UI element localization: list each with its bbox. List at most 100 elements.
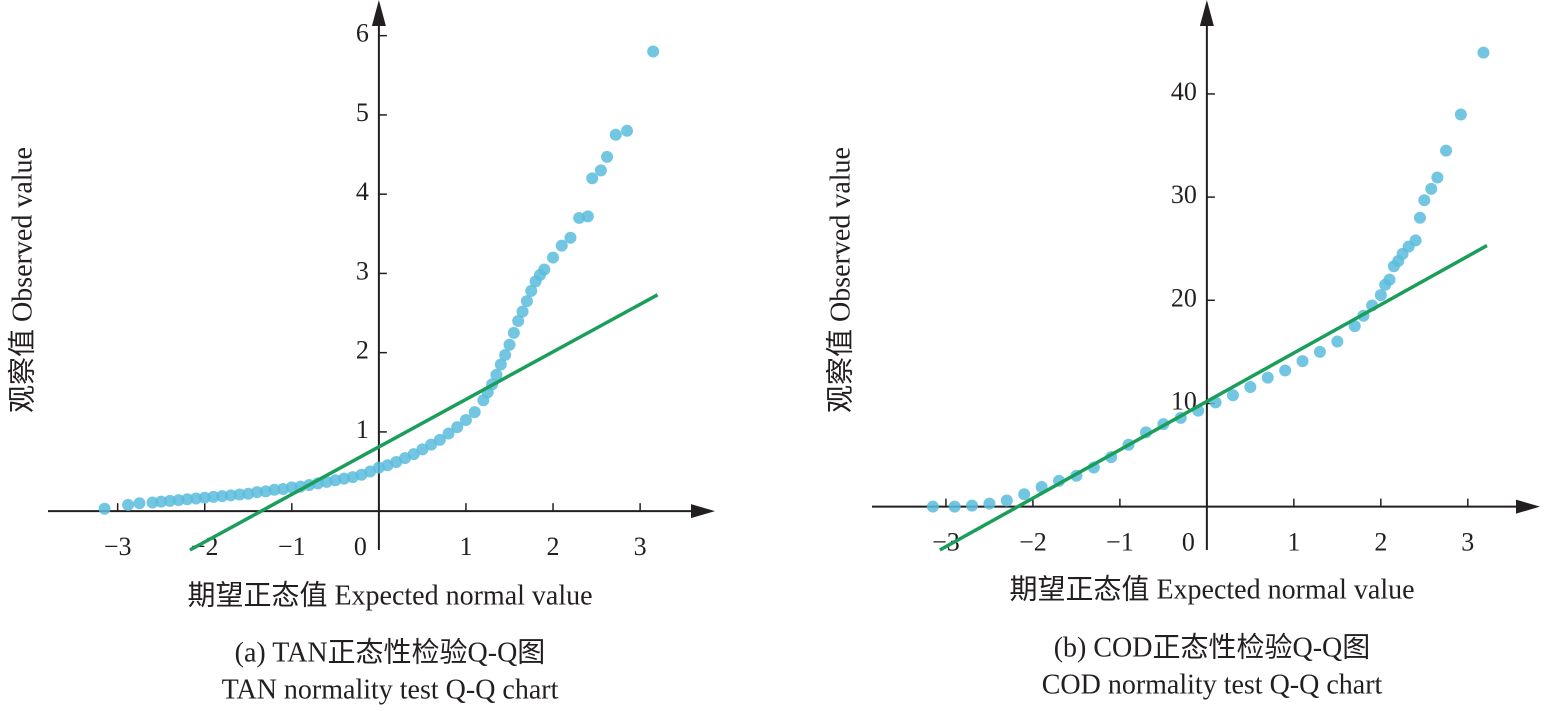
- data-point: [233, 488, 246, 501]
- data-point: [1454, 108, 1467, 121]
- data-point: [525, 284, 538, 297]
- data-point: [155, 495, 168, 508]
- data-point: [224, 489, 237, 502]
- y-tick-label: 40: [1171, 77, 1197, 106]
- data-point: [1018, 488, 1031, 501]
- data-point: [926, 500, 939, 513]
- data-point: [133, 497, 146, 510]
- data-point: [1244, 380, 1257, 393]
- y-axis-arrow: [371, 0, 386, 26]
- data-point: [1409, 234, 1422, 247]
- data-point: [468, 406, 481, 419]
- data-point: [490, 368, 503, 381]
- data-point: [1000, 494, 1013, 507]
- data-point: [207, 490, 220, 503]
- x-tick-label: 1: [459, 532, 472, 561]
- data-point: [520, 295, 533, 308]
- data-point: [1279, 364, 1292, 377]
- data-point: [564, 231, 577, 244]
- x-tick-label: 3: [634, 532, 647, 561]
- data-point: [451, 421, 464, 434]
- data-point: [1440, 144, 1453, 157]
- data-point: [494, 358, 507, 371]
- data-point: [594, 164, 607, 177]
- data-point: [507, 326, 520, 339]
- data-point: [516, 305, 529, 318]
- data-point: [499, 349, 512, 362]
- caption: TAN normality test Q-Q chart: [222, 674, 559, 705]
- data-point: [442, 427, 455, 440]
- data-point: [503, 338, 516, 351]
- data-point: [555, 239, 568, 252]
- x-tick-label: 0: [354, 532, 367, 561]
- data-point: [1313, 345, 1326, 358]
- y-tick-label: 2: [356, 336, 369, 365]
- data-point: [98, 502, 111, 515]
- x-axis-arrow: [1516, 499, 1540, 514]
- y-tick-label: 30: [1171, 180, 1197, 209]
- y-tick-label: 6: [356, 19, 369, 48]
- data-point: [948, 500, 961, 513]
- y-tick-label: 1: [356, 415, 369, 444]
- y-tick-label: 5: [356, 98, 369, 127]
- data-point: [459, 414, 472, 427]
- x-tick-label: 1: [1287, 528, 1300, 557]
- data-point: [1331, 335, 1344, 348]
- data-point: [198, 491, 211, 504]
- x-tick-label: −1: [278, 532, 306, 561]
- x-tick-label: −1: [1106, 528, 1134, 557]
- data-point: [268, 483, 281, 496]
- x-tick-label: −3: [104, 532, 132, 561]
- fit-line: [189, 293, 659, 552]
- data-point: [172, 494, 185, 507]
- data-point: [538, 263, 551, 276]
- data-point: [146, 496, 159, 509]
- data-point: [547, 251, 560, 264]
- data-point: [621, 124, 634, 137]
- data-point: [1425, 182, 1438, 195]
- data-point: [190, 492, 203, 505]
- data-point: [966, 499, 979, 512]
- x-axis-label: 期望正态值 Expected normal value: [187, 579, 592, 611]
- data-point: [512, 314, 525, 327]
- data-point: [1296, 355, 1309, 368]
- data-point: [609, 128, 622, 141]
- data-point: [1226, 389, 1239, 402]
- data-point: [285, 481, 298, 494]
- data-point: [581, 210, 594, 223]
- x-tick-label: 2: [1374, 528, 1387, 557]
- y-tick-label: 20: [1171, 283, 1197, 312]
- data-point: [1261, 371, 1274, 384]
- x-tick-label: 2: [547, 532, 560, 561]
- data-point: [1383, 273, 1396, 286]
- data-point: [1431, 171, 1444, 184]
- y-axis-label: 观察值 Observed value: [824, 147, 856, 413]
- data-point: [163, 494, 176, 507]
- data-point: [216, 490, 229, 503]
- data-point: [1348, 320, 1361, 333]
- data-point: [983, 497, 996, 510]
- data-point: [250, 486, 263, 499]
- data-point: [647, 45, 660, 58]
- data-point: [433, 433, 446, 446]
- y-tick-label: 3: [356, 256, 369, 285]
- y-axis-label: 观察值 Observed value: [6, 147, 38, 413]
- caption: (a) TAN正态性检验Q-Q图: [235, 636, 546, 668]
- data-point: [1374, 289, 1387, 302]
- data-point: [1413, 211, 1426, 224]
- x-axis-label: 期望正态值 Expected normal value: [1009, 573, 1414, 605]
- data-point: [122, 498, 135, 511]
- x-tick-label: 3: [1461, 528, 1474, 557]
- caption: COD normality test Q-Q chart: [1042, 669, 1383, 700]
- caption: (b) COD正态性检验Q-Q图: [1054, 631, 1371, 663]
- y-tick-label: 4: [356, 177, 369, 206]
- x-tick-label: −2: [1019, 528, 1047, 557]
- data-point: [1418, 194, 1431, 207]
- data-point: [601, 150, 614, 163]
- x-tick-label: 0: [1182, 528, 1195, 557]
- x-axis-arrow: [691, 504, 715, 519]
- data-point: [1477, 46, 1490, 59]
